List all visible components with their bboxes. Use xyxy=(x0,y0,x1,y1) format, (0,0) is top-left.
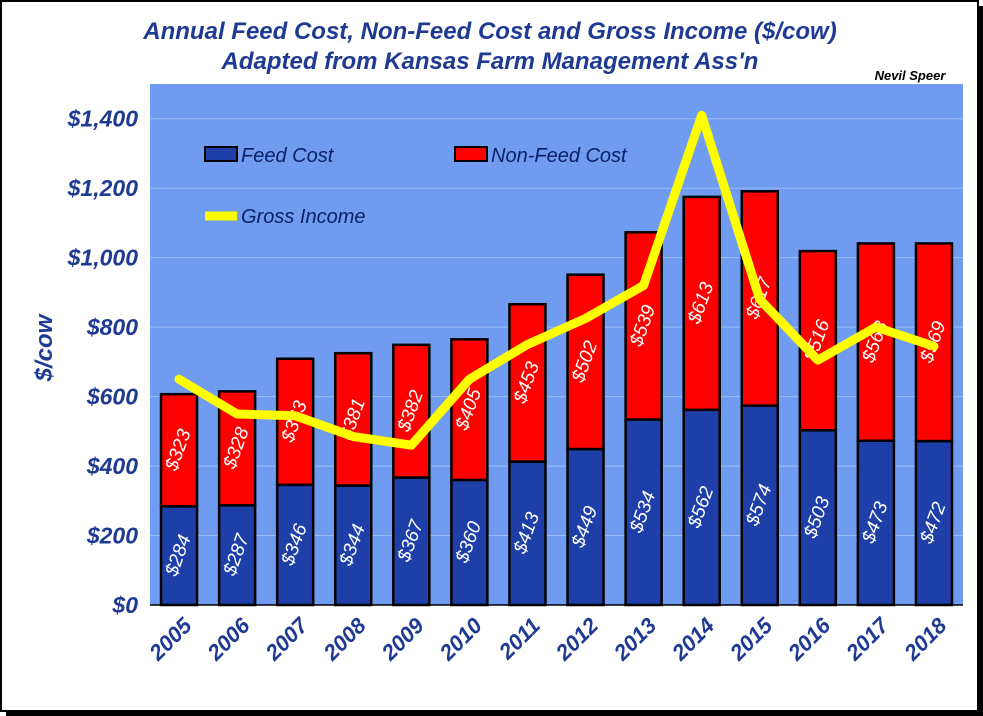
bar-feed-cost xyxy=(914,439,954,607)
y-tick-label: $1,400 xyxy=(67,106,139,132)
legend-label: Feed Cost xyxy=(241,145,335,167)
legend-item: Gross Income xyxy=(205,206,365,228)
x-tick-label: 2006 xyxy=(202,612,256,666)
bar-feed-cost xyxy=(624,418,663,607)
legend: Feed Cost Non-Feed Cost Gross Income xyxy=(204,145,628,228)
bar-non-feed-cost xyxy=(159,392,199,508)
chart-subtitle: Adapted from Kansas Farm Management Ass'… xyxy=(221,48,759,75)
x-tick-label: 2009 xyxy=(376,612,430,666)
x-tick-label: 2012 xyxy=(550,612,604,666)
y-tick-label: $200 xyxy=(86,523,138,549)
x-tick-label: 2017 xyxy=(840,612,894,666)
x-tick-label: 2011 xyxy=(493,613,545,665)
bar-non-feed-cost xyxy=(798,249,838,432)
x-axis-ticks: 2005 2006 2007 2008 2009 2010 2011 2012 2013 2014… xyxy=(144,612,952,666)
y-tick-label: $1,000 xyxy=(67,245,139,271)
bar-feed-cost xyxy=(392,476,431,607)
legend-swatch xyxy=(454,146,488,162)
x-tick-label: 2016 xyxy=(782,612,836,666)
x-tick-label: 2018 xyxy=(898,612,952,666)
bar-non-feed-cost xyxy=(682,195,721,412)
legend-label: Non-Feed Cost xyxy=(491,145,628,167)
bar-feed-cost xyxy=(566,447,605,607)
bar-non-feed-cost xyxy=(334,351,373,487)
y-axis-ticks: $0 $200 $400 $600 $800 $1,000 $1,200 $1,400 xyxy=(67,106,139,618)
y-tick-label: $800 xyxy=(86,314,138,340)
x-tick-label: 2008 xyxy=(318,612,372,666)
x-tick-label: 2015 xyxy=(724,612,778,666)
bars xyxy=(159,190,954,607)
bar-feed-cost xyxy=(740,404,779,607)
gross-income-line xyxy=(174,110,939,450)
bar-non-feed-cost xyxy=(450,338,489,482)
legend-label: Gross Income xyxy=(241,206,365,228)
x-tick-label: 2014 xyxy=(666,613,719,666)
bar-feed-cost xyxy=(217,504,257,607)
bar-non-feed-cost xyxy=(392,343,431,479)
x-tick-label: 2007 xyxy=(260,612,314,666)
legend-swatch xyxy=(204,146,238,162)
bar-feed-cost xyxy=(159,505,199,607)
bar-non-feed-cost xyxy=(740,190,779,407)
y-tick-label: $400 xyxy=(86,453,138,479)
chart-credit: Nevil Speer xyxy=(875,68,947,83)
legend-item: Non-Feed Cost xyxy=(454,145,628,167)
bar-feed-cost xyxy=(450,478,489,607)
y-tick-label: $0 xyxy=(111,592,138,618)
bar-non-feed-cost xyxy=(508,302,547,463)
y-axis-label: $/cow xyxy=(31,313,58,382)
legend-item: Feed Cost xyxy=(204,145,335,167)
bar-feed-cost xyxy=(682,408,721,607)
line-gross-income xyxy=(174,110,939,450)
x-tick-label: 2013 xyxy=(608,613,661,666)
chart-title: Annual Feed Cost, Non-Feed Cost and Gros… xyxy=(142,18,836,45)
x-tick-label: 2010 xyxy=(434,612,488,666)
y-tick-label: $1,200 xyxy=(67,175,139,201)
bar-non-feed-cost xyxy=(566,273,605,451)
y-tick-label: $600 xyxy=(86,384,138,410)
x-tick-label: 2005 xyxy=(144,612,198,666)
